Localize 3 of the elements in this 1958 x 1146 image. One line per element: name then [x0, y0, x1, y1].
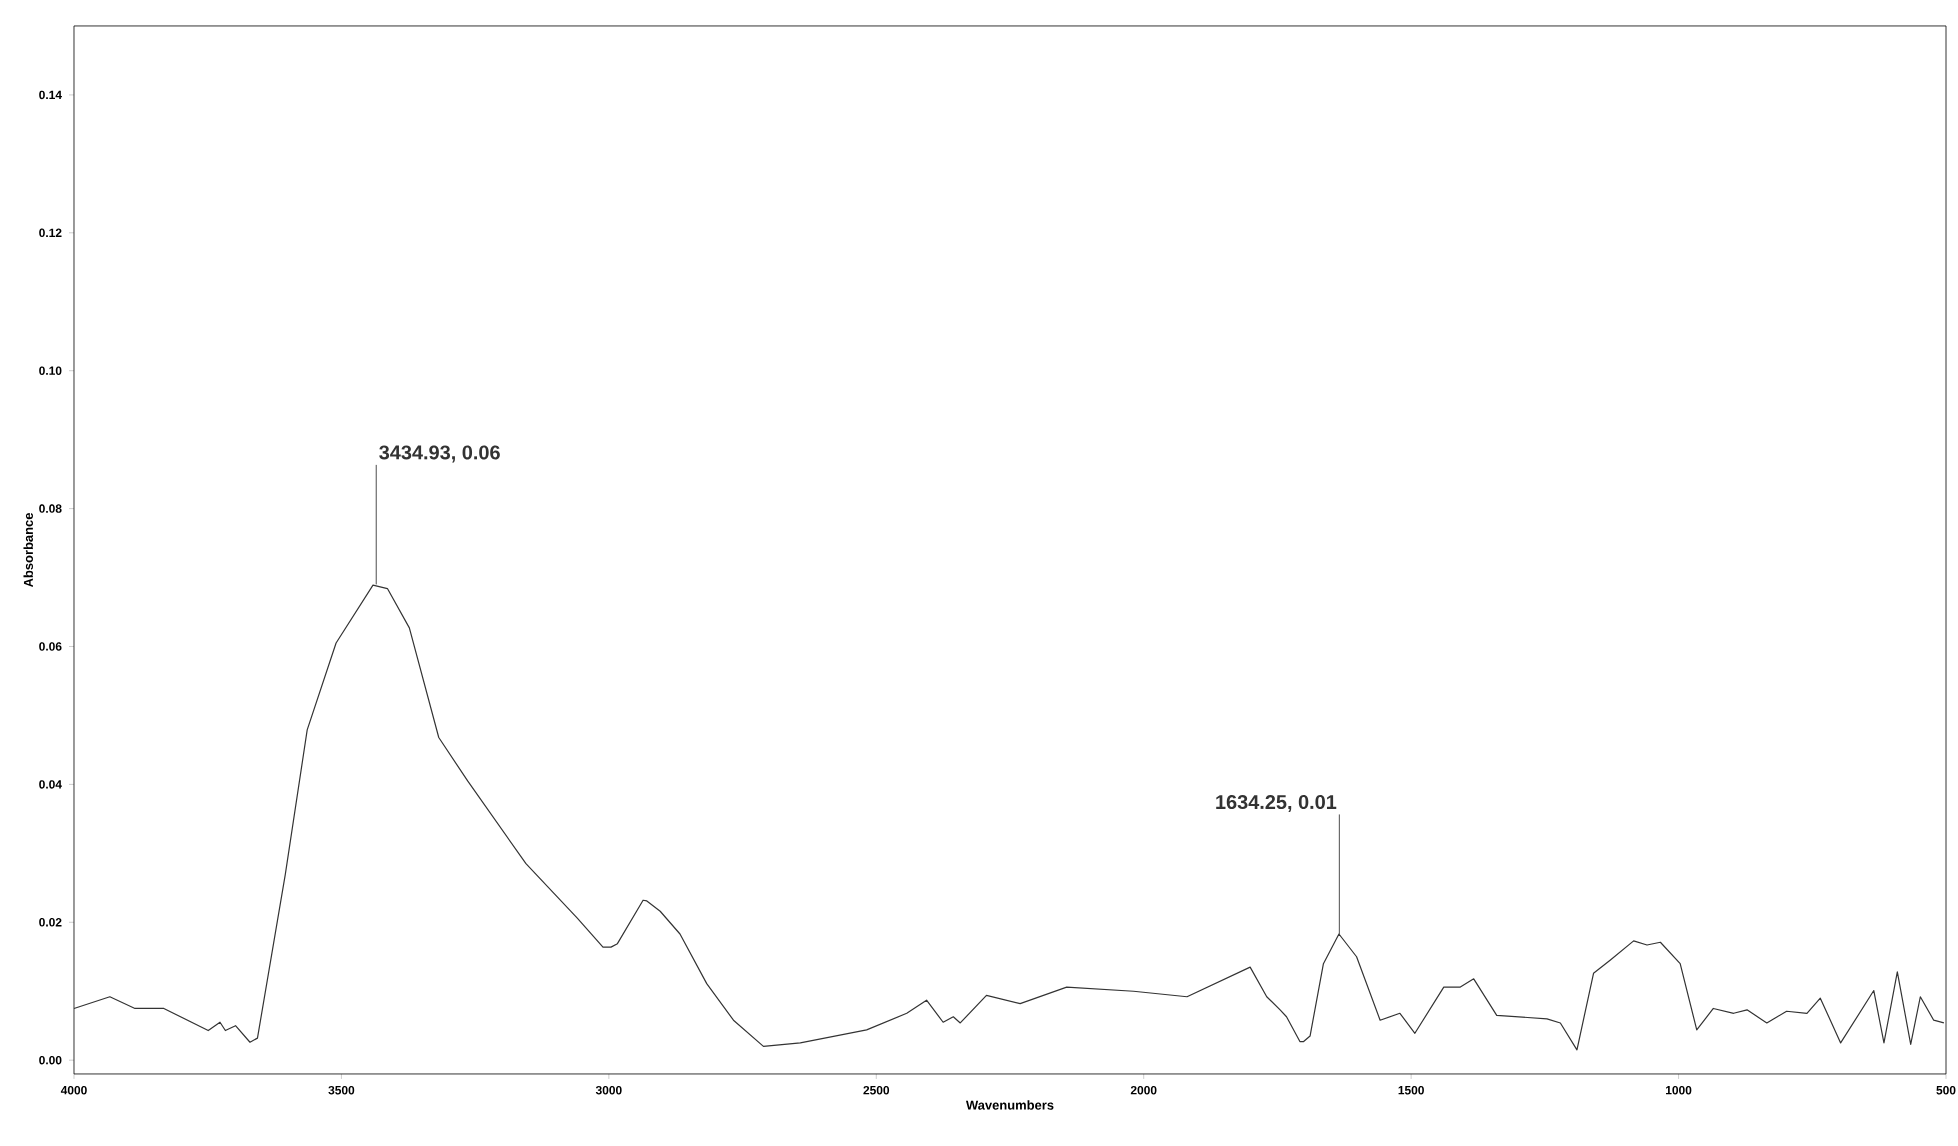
annotation: 3434.93, 0.06: [379, 445, 500, 463]
annotation: 1634.25, 0.01: [1216, 794, 1337, 812]
line-series: [73, 584, 1945, 1051]
